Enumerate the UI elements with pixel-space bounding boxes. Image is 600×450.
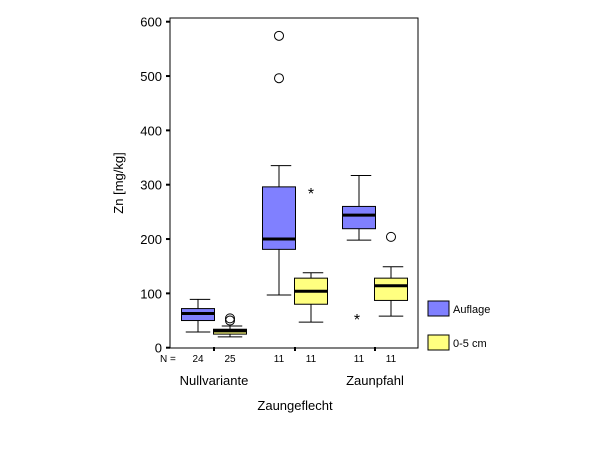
legend-swatch-auflage [427, 300, 450, 317]
outlier-point [386, 231, 396, 242]
y-tick-label: 0 [155, 341, 162, 356]
group-label-nullvariante: Nullvariante [180, 373, 249, 388]
x-axis: 24 25 11 11 11 11 [192, 347, 397, 365]
box-zaunpfahl-auflage: * [342, 174, 376, 329]
legend-label-0-5cm: 0-5 cm [453, 338, 487, 350]
outlier-point [274, 30, 284, 41]
n-count: 25 [224, 354, 236, 365]
box-nullvariante-0-5cm [213, 313, 247, 338]
y-tick-label: 100 [140, 286, 162, 301]
y-tick-label: 600 [140, 15, 162, 30]
extreme-point: * [354, 312, 360, 329]
boxes: ** [181, 30, 408, 338]
y-tick-label: 200 [140, 232, 162, 247]
box-iqr [374, 277, 408, 301]
y-tick-label: 500 [140, 69, 162, 84]
y-tick-label: 300 [140, 178, 162, 193]
y-tick-label: 400 [140, 123, 162, 138]
box-zaungeflecht-auflage [262, 30, 296, 296]
legend: Auflage 0-5 cm [427, 300, 490, 351]
box-iqr [342, 205, 376, 230]
n-count: 11 [306, 354, 317, 365]
group-label-zaungeflecht: Zaungeflecht [257, 398, 333, 413]
legend-swatch-0-5cm [427, 334, 450, 351]
legend-label-auflage: Auflage [453, 304, 490, 316]
box-nullvariante-auflage [181, 298, 215, 333]
n-count: 24 [192, 354, 204, 365]
y-axis-label: Zn [mg/kg] [111, 152, 126, 213]
y-axis: 0 100 200 300 400 500 600 [140, 15, 170, 356]
n-count: 11 [386, 354, 397, 365]
outlier-point [225, 315, 235, 326]
group-label-zaunpfahl: Zaunpfahl [346, 373, 404, 388]
n-count: 11 [274, 354, 285, 365]
outlier-point [274, 73, 284, 84]
box-zaungeflecht-0-5cm: * [294, 186, 328, 323]
n-count: 11 [354, 354, 365, 365]
box-zaunpfahl-0-5cm [374, 231, 408, 317]
extreme-point: * [308, 186, 314, 203]
n-label: N = [160, 354, 176, 365]
